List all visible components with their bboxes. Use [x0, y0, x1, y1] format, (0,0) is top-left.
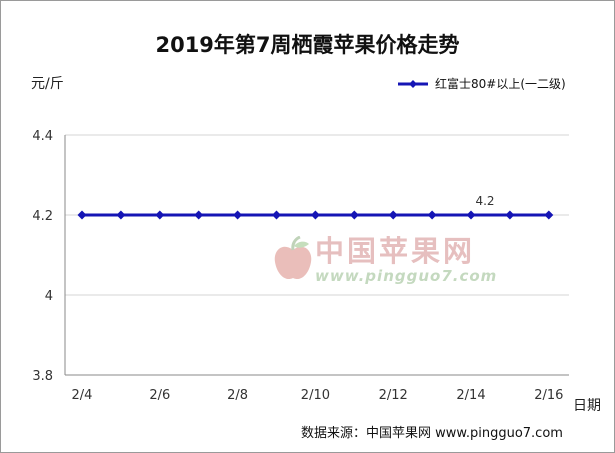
data-point — [77, 210, 87, 220]
chart-title: 2019年第7周栖霞苹果价格走势 — [155, 33, 460, 57]
watermark-url: www.pingguo7.com — [315, 267, 498, 285]
data-point — [310, 210, 320, 220]
annotations: 4.2 — [475, 194, 494, 208]
data-point — [505, 210, 515, 220]
data-label: 4.2 — [475, 194, 494, 208]
data-point — [233, 210, 243, 220]
data-point — [544, 210, 554, 220]
data-point — [116, 210, 126, 220]
data-point — [272, 210, 281, 220]
x-tick-label: 2/8 — [227, 388, 248, 403]
y-axis-label: 元/斤 — [31, 76, 64, 92]
data-point — [466, 210, 476, 220]
apple-logo-icon — [274, 236, 312, 280]
x-tick-label: 2/4 — [72, 388, 93, 403]
watermark: 中国苹果网 www.pingguo7.com — [271, 235, 497, 285]
x-tick-label: 2/10 — [301, 388, 330, 403]
legend-line-marker — [398, 79, 428, 88]
series-markers — [77, 210, 554, 220]
x-tick-label: 2/16 — [534, 388, 563, 403]
data-point — [349, 210, 359, 220]
x-tick-label: 2/6 — [149, 388, 170, 403]
y-tick-label: 3.8 — [32, 369, 53, 384]
x-tick-label: 2/12 — [379, 388, 408, 403]
x-tick-labels: 2/4 2/6 2/8 2/10 2/12 2/14 2/16 — [72, 388, 564, 403]
y-tick-label: 4.2 — [32, 209, 53, 224]
legend: 红富士80#以上(一二级) — [397, 75, 566, 92]
y-tick-labels: 3.8 4 4.2 4.4 — [32, 129, 53, 384]
data-point — [194, 210, 204, 220]
data-point — [155, 210, 165, 220]
data-point — [427, 210, 437, 220]
y-tick-label: 4 — [45, 289, 53, 304]
y-tick-label: 4.4 — [32, 129, 53, 144]
legend-series-label: 红富士80#以上(一二级) — [435, 77, 566, 91]
source-note: 数据来源：中国苹果网 www.pingguo7.com — [301, 426, 563, 441]
watermark-text: 中国苹果网 — [315, 234, 476, 268]
x-axis-label: 日期 — [573, 398, 601, 414]
data-point — [388, 210, 398, 220]
x-tick-label: 2/14 — [456, 388, 485, 403]
